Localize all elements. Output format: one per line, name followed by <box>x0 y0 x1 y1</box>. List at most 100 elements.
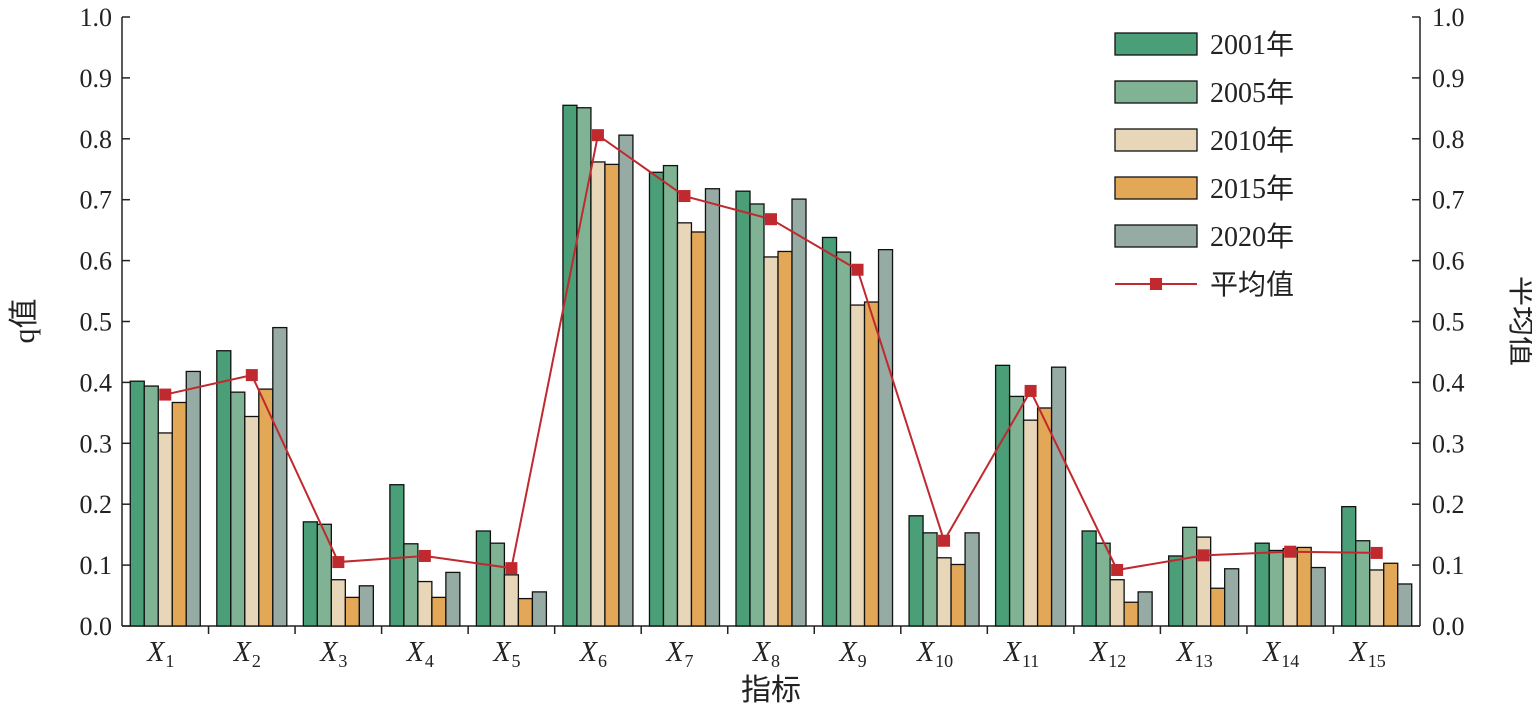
bar <box>358 585 374 627</box>
category-label: X10 <box>916 637 953 671</box>
bar <box>517 597 534 627</box>
bar <box>417 580 433 627</box>
right-tick-label: 0.3 <box>1432 429 1465 458</box>
bar <box>344 596 360 627</box>
bar <box>1168 555 1184 627</box>
average-point <box>1024 384 1037 397</box>
category-label: X3 <box>319 637 347 671</box>
bar <box>1310 566 1326 627</box>
bar <box>676 222 693 627</box>
category-label: X4 <box>406 637 434 671</box>
bar <box>648 171 665 627</box>
bar <box>835 251 852 627</box>
average-point <box>938 534 951 547</box>
bar <box>1341 505 1357 627</box>
bar <box>690 231 707 627</box>
legend-label: 2015年 <box>1210 173 1294 205</box>
category-labels: X1 X2 X3 X4 X5 X6 X7 X8 X9 X10 X11 X12 X13 X14 X15 <box>146 637 1386 671</box>
average-point <box>332 556 345 569</box>
average-point <box>851 263 864 276</box>
left-tick-label: 0.1 <box>80 551 113 580</box>
y-axis-title-left: q值 <box>8 299 41 344</box>
bar <box>244 415 260 627</box>
bar <box>302 521 318 627</box>
bar <box>994 364 1011 627</box>
category-label: X11 <box>1003 637 1039 671</box>
legend-label: 2010年 <box>1210 125 1294 157</box>
legend-line-marker <box>1150 278 1162 290</box>
bar <box>143 385 159 627</box>
bar <box>1081 530 1097 627</box>
category-label: X8 <box>752 637 780 671</box>
bar <box>863 301 880 627</box>
category-label: X13 <box>1176 637 1213 671</box>
bar <box>618 134 634 627</box>
bar <box>129 380 145 627</box>
category-label: X14 <box>1262 637 1299 671</box>
bar <box>157 432 173 627</box>
bar <box>531 591 548 627</box>
legend-label: 2005年 <box>1210 77 1294 109</box>
right-tick-label: 0.6 <box>1432 247 1465 276</box>
bar <box>1022 419 1039 627</box>
right-tick-label: 0.8 <box>1432 125 1465 154</box>
left-tick-label: 0.2 <box>80 490 113 519</box>
bar <box>1296 546 1312 627</box>
legend-swatch <box>1114 32 1198 56</box>
bar <box>258 388 274 627</box>
bar <box>1137 591 1153 627</box>
average-line-group <box>159 129 1383 576</box>
bar <box>185 370 201 627</box>
bar <box>1369 569 1385 627</box>
bar <box>1123 601 1139 627</box>
category-label: X15 <box>1349 637 1386 671</box>
bar <box>475 530 492 627</box>
legend-label: 2020年 <box>1210 221 1294 253</box>
bar <box>821 236 838 627</box>
category-label: X7 <box>665 637 693 671</box>
right-tick-label: 0.4 <box>1432 368 1465 397</box>
bar <box>1182 526 1198 627</box>
bar <box>562 104 578 627</box>
bar <box>171 401 187 627</box>
left-tick-label: 0.4 <box>80 368 113 397</box>
legend-swatch <box>1114 80 1198 104</box>
bar <box>936 557 952 627</box>
bar <box>1383 562 1399 627</box>
legend-swatch <box>1114 176 1198 200</box>
average-point <box>1197 549 1210 562</box>
legend-swatch <box>1114 128 1198 152</box>
bar <box>1109 579 1125 627</box>
bar <box>330 579 346 627</box>
bar <box>877 248 894 627</box>
left-tick-label: 1.0 <box>80 3 113 32</box>
right-tick-label: 1.0 <box>1432 3 1465 32</box>
average-point <box>678 190 691 203</box>
bar <box>230 391 246 627</box>
x-axis-ticks <box>207 626 1335 634</box>
bar <box>1008 395 1025 627</box>
bar-series-group <box>129 104 1413 627</box>
bar <box>1036 407 1053 627</box>
y-axis-title-right: 平均值 <box>1505 276 1532 366</box>
average-point <box>1111 563 1124 576</box>
category-label: X5 <box>492 637 520 671</box>
left-tick-label: 0.7 <box>80 186 113 215</box>
right-tick-label: 0.0 <box>1432 612 1465 641</box>
bar <box>922 532 938 627</box>
bar <box>590 161 606 627</box>
average-point <box>1370 546 1383 559</box>
average-point <box>1284 545 1297 558</box>
bar <box>704 188 721 627</box>
right-tick-label: 0.2 <box>1432 490 1465 519</box>
category-label: X2 <box>233 637 261 671</box>
left-axis-ticks: 0.0 0.1 0.2 0.3 0.4 0.5 0.6 0.7 0.8 0.9 1.0 <box>80 3 130 641</box>
bar <box>662 164 679 627</box>
bar <box>1254 542 1270 627</box>
average-point <box>245 369 258 382</box>
left-tick-label: 0.5 <box>80 308 113 337</box>
bar <box>964 532 980 627</box>
bar <box>1268 549 1284 627</box>
legend-label: 平均值 <box>1210 269 1294 301</box>
bar <box>389 484 405 627</box>
